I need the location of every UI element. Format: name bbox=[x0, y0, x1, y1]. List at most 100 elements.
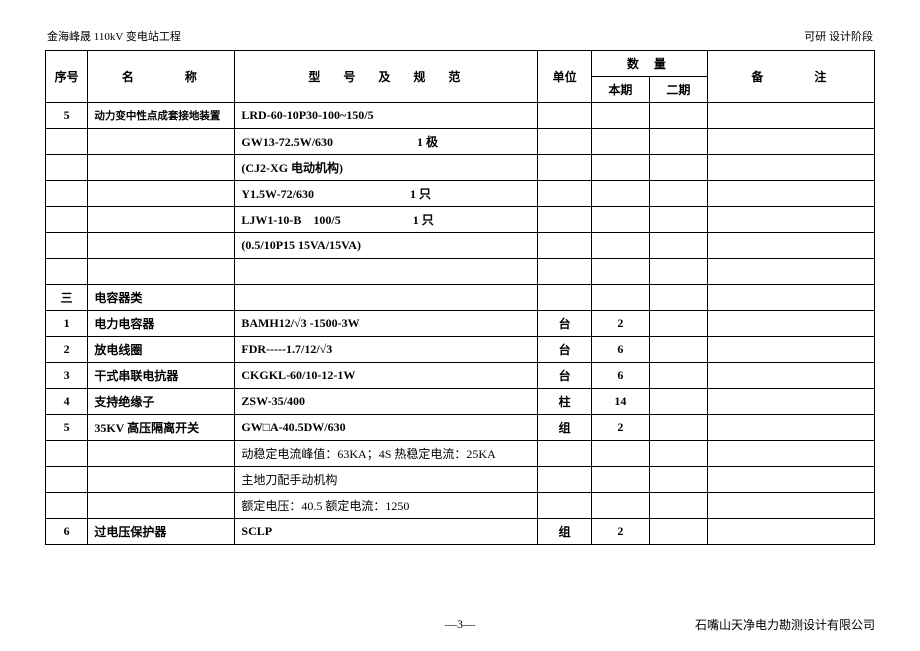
cell-seq bbox=[46, 259, 88, 285]
table-row: 6过电压保护器SCLP组2 bbox=[46, 519, 875, 545]
cell-current: 2 bbox=[591, 311, 649, 337]
cell-spec: 主地刀配手动机构 bbox=[235, 467, 538, 493]
cell-spec: (0.5/10P15 15VA/15VA) bbox=[235, 233, 538, 259]
table-row: 5动力变中性点成套接地装置LRD-60-10P30-100~150/5 bbox=[46, 103, 875, 129]
table-body: 5动力变中性点成套接地装置LRD-60-10P30-100~150/5GW13-… bbox=[46, 103, 875, 545]
cell-next bbox=[649, 389, 707, 415]
cell-remark bbox=[707, 493, 874, 519]
cell-unit bbox=[538, 259, 591, 285]
cell-next bbox=[649, 181, 707, 207]
cell-spec: LRD-60-10P30-100~150/5 bbox=[235, 103, 538, 129]
cell-current: 2 bbox=[591, 519, 649, 545]
cell-name bbox=[88, 129, 235, 155]
header-right: 可研 设计阶段 bbox=[804, 28, 873, 44]
cell-next bbox=[649, 233, 707, 259]
cell-spec bbox=[235, 285, 538, 311]
cell-name bbox=[88, 155, 235, 181]
cell-seq bbox=[46, 493, 88, 519]
th-next: 二期 bbox=[649, 77, 707, 103]
cell-spec: FDR-----1.7/12/√3 bbox=[235, 337, 538, 363]
cell-seq: 三 bbox=[46, 285, 88, 311]
table-row: 1电力电容器BAMH12/√3 -1500-3W台2 bbox=[46, 311, 875, 337]
cell-name bbox=[88, 493, 235, 519]
cell-remark bbox=[707, 259, 874, 285]
cell-spec: GW□A-40.5DW/630 bbox=[235, 415, 538, 441]
cell-current bbox=[591, 467, 649, 493]
table-row: 535KV 高压隔离开关GW□A-40.5DW/630组2 bbox=[46, 415, 875, 441]
cell-current: 6 bbox=[591, 337, 649, 363]
th-seq: 序号 bbox=[46, 51, 88, 103]
cell-unit: 柱 bbox=[538, 389, 591, 415]
cell-unit bbox=[538, 233, 591, 259]
cell-current bbox=[591, 129, 649, 155]
cell-remark bbox=[707, 103, 874, 129]
cell-next bbox=[649, 311, 707, 337]
table-row bbox=[46, 259, 875, 285]
cell-spec: BAMH12/√3 -1500-3W bbox=[235, 311, 538, 337]
cell-current bbox=[591, 259, 649, 285]
th-unit: 单位 bbox=[538, 51, 591, 103]
cell-remark bbox=[707, 155, 874, 181]
table-row: LJW1-10-B 100/5 1 只 bbox=[46, 207, 875, 233]
cell-remark bbox=[707, 207, 874, 233]
cell-remark bbox=[707, 233, 874, 259]
cell-current bbox=[591, 103, 649, 129]
th-spec: 型 号 及 规 范 bbox=[235, 51, 538, 103]
cell-next bbox=[649, 207, 707, 233]
table-row: (CJ2-XG 电动机构) bbox=[46, 155, 875, 181]
header-left: 金海峰晟 110kV 变电站工程 bbox=[47, 28, 181, 44]
cell-name: 动力变中性点成套接地装置 bbox=[88, 103, 235, 129]
cell-remark bbox=[707, 285, 874, 311]
cell-remark bbox=[707, 311, 874, 337]
th-remark: 备 注 bbox=[707, 51, 874, 103]
cell-spec: (CJ2-XG 电动机构) bbox=[235, 155, 538, 181]
cell-seq: 5 bbox=[46, 415, 88, 441]
cell-next bbox=[649, 259, 707, 285]
table-head: 序号 名 称 型 号 及 规 范 单位 数 量 备 注 本期 二期 bbox=[46, 51, 875, 103]
cell-next bbox=[649, 285, 707, 311]
cell-spec: SCLP bbox=[235, 519, 538, 545]
cell-current bbox=[591, 207, 649, 233]
cell-spec: ZSW-35/400 bbox=[235, 389, 538, 415]
cell-next bbox=[649, 493, 707, 519]
cell-unit bbox=[538, 129, 591, 155]
table-row: 3干式串联电抗器CKGKL-60/10-12-1W台6 bbox=[46, 363, 875, 389]
table-row: 4支持绝缘子ZSW-35/400柱14 bbox=[46, 389, 875, 415]
page-number: —3— bbox=[445, 617, 475, 632]
cell-name: 支持绝缘子 bbox=[88, 389, 235, 415]
th-cur: 本期 bbox=[591, 77, 649, 103]
cell-current: 6 bbox=[591, 363, 649, 389]
cell-remark bbox=[707, 129, 874, 155]
cell-name: 35KV 高压隔离开关 bbox=[88, 415, 235, 441]
cell-spec: LJW1-10-B 100/5 1 只 bbox=[235, 207, 538, 233]
cell-name bbox=[88, 233, 235, 259]
cell-current: 14 bbox=[591, 389, 649, 415]
table-row: GW13-72.5W/630 1 极 bbox=[46, 129, 875, 155]
equipment-table: 序号 名 称 型 号 及 规 范 单位 数 量 备 注 本期 二期 5动力变中性… bbox=[45, 50, 875, 545]
cell-name bbox=[88, 259, 235, 285]
cell-next bbox=[649, 415, 707, 441]
table-row: 动稳定电流峰值：63KA；4S 热稳定电流：25KA bbox=[46, 441, 875, 467]
cell-name: 电容器类 bbox=[88, 285, 235, 311]
cell-next bbox=[649, 519, 707, 545]
cell-unit bbox=[538, 285, 591, 311]
cell-current bbox=[591, 285, 649, 311]
cell-unit bbox=[538, 103, 591, 129]
page-footer: —3— 石嘴山天净电力勘测设计有限公司 bbox=[45, 616, 875, 633]
cell-next bbox=[649, 337, 707, 363]
cell-unit: 台 bbox=[538, 363, 591, 389]
cell-unit bbox=[538, 181, 591, 207]
cell-current: 2 bbox=[591, 415, 649, 441]
cell-next bbox=[649, 363, 707, 389]
th-qty: 数 量 bbox=[591, 51, 707, 77]
cell-next bbox=[649, 467, 707, 493]
cell-unit bbox=[538, 441, 591, 467]
cell-current bbox=[591, 493, 649, 519]
cell-seq bbox=[46, 233, 88, 259]
cell-next bbox=[649, 103, 707, 129]
cell-seq bbox=[46, 441, 88, 467]
cell-remark bbox=[707, 181, 874, 207]
cell-current bbox=[591, 155, 649, 181]
table-row: 三电容器类 bbox=[46, 285, 875, 311]
cell-next bbox=[649, 155, 707, 181]
